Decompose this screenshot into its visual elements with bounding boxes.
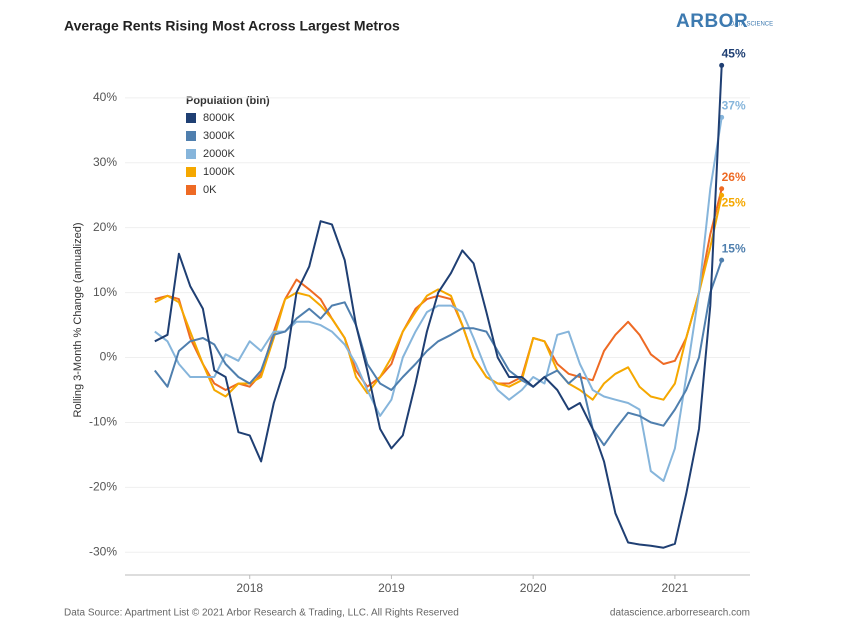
logo: ARBOR [676,11,748,32]
end-point [719,192,725,198]
y-tick-label: 20% [93,220,117,234]
y-tick-label: 10% [93,285,117,299]
y-tick-label: -20% [89,480,117,494]
end-label: 26% [722,170,746,184]
y-tick-label: 30% [93,155,117,169]
legend-label: 2000K [203,148,235,160]
end-label: 37% [722,98,746,112]
chart-title: Average Rents Rising Most Across Largest… [64,18,400,34]
end-point [719,186,725,192]
y-axis-label: Rolling 3-Month % Change (annualized) [72,222,84,417]
y-tick-label: 0% [100,350,118,364]
legend-label: 3000K [203,130,235,142]
end-label: 25% [722,195,746,209]
source: Data Source: Apartment List © 2021 Arbor… [64,608,459,619]
series-line [154,117,723,482]
legend-swatch [186,131,196,141]
end-point [719,62,725,68]
y-tick-label: -30% [89,544,117,558]
x-tick-label: 2018 [236,581,263,595]
series-line [154,194,723,401]
series-line [154,259,723,447]
end-label: 45% [722,47,746,61]
x-tick-label: 2021 [662,581,689,595]
end-point [719,114,725,120]
legend-swatch [186,149,196,159]
legend-title: Population (bin) [186,95,270,107]
logo-sub: DATA SCIENCE [730,22,773,28]
legend-label: 0K [203,184,217,196]
series-line [154,65,723,549]
legend-swatch [186,185,196,195]
website: datascience.arborresearch.com [610,608,750,619]
x-tick-label: 2020 [520,581,547,595]
end-label: 15% [722,241,746,255]
legend-swatch [186,113,196,123]
legend-label: 1000K [203,166,235,178]
end-point [719,257,725,263]
y-tick-label: -10% [89,415,117,429]
y-tick-label: 40% [93,90,117,104]
legend-swatch [186,167,196,177]
x-tick-label: 2019 [378,581,405,595]
legend-label: 8000K [203,112,235,124]
